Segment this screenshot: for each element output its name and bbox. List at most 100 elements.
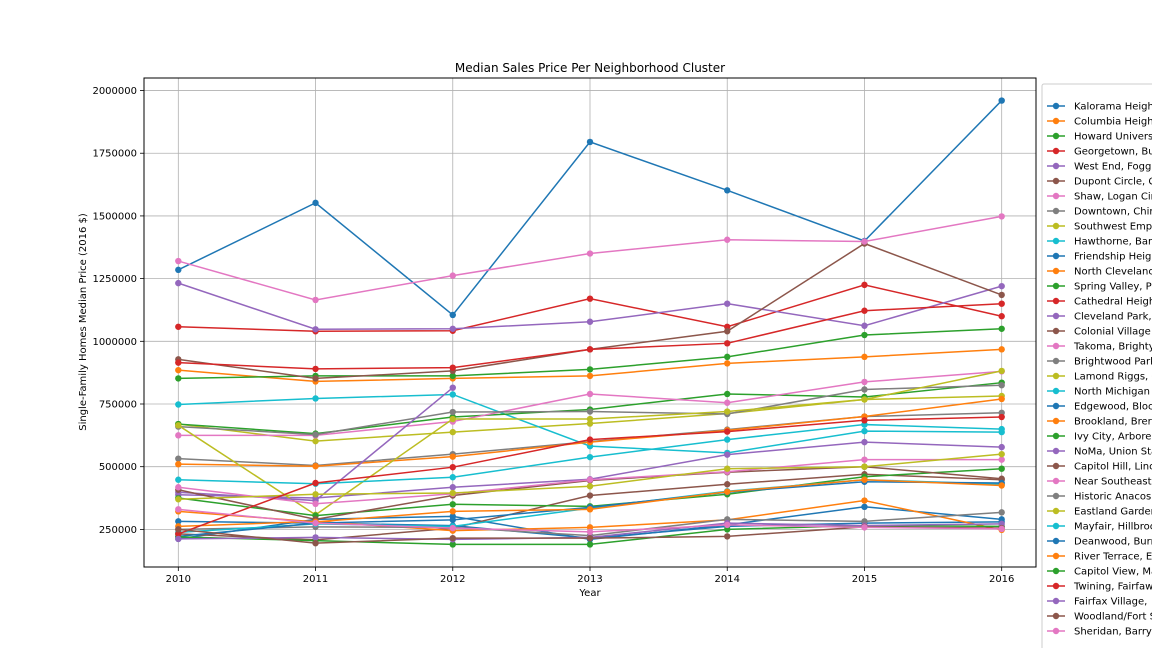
data-point <box>724 481 731 488</box>
legend-label: Woodland/Fort S <box>1074 612 1152 623</box>
data-point <box>724 353 731 361</box>
legend-marker <box>1052 402 1060 410</box>
data-point <box>449 541 456 548</box>
legend-item: Twining, Fairfaw <box>1047 582 1152 593</box>
data-point <box>312 437 319 445</box>
data-point <box>586 408 594 415</box>
series-group <box>175 279 1005 333</box>
data-point <box>724 488 731 495</box>
data-point <box>586 453 594 461</box>
legend-item: Brookland, Brer <box>1047 417 1152 428</box>
data-point <box>586 390 594 398</box>
legend-label: Friendship Heig <box>1074 252 1151 263</box>
y-tick-label: 2000000 <box>92 86 137 97</box>
series-group <box>175 506 1005 536</box>
data-point <box>175 401 182 408</box>
data-point <box>724 451 731 458</box>
data-point <box>861 307 868 314</box>
data-point <box>998 509 1005 516</box>
legend-label: Eastland Garder <box>1074 507 1152 518</box>
legend-label: Ivy City, Arbore <box>1074 432 1151 443</box>
data-point <box>449 474 456 481</box>
data-point <box>861 524 868 531</box>
data-point <box>449 391 456 398</box>
data-point <box>449 325 456 332</box>
data-point <box>998 465 1005 472</box>
legend-label: Colonial Village <box>1074 327 1151 338</box>
data-point <box>861 427 868 435</box>
grid <box>144 78 1036 567</box>
data-point <box>586 346 594 353</box>
data-point <box>175 506 182 513</box>
data-point <box>586 534 594 542</box>
data-point <box>998 525 1005 533</box>
data-point <box>175 375 182 382</box>
x-tick-label: 2015 <box>852 574 877 585</box>
data-point <box>861 281 868 289</box>
data-point <box>449 408 456 416</box>
legend-label: Twining, Fairfaw <box>1073 582 1152 593</box>
data-point <box>998 367 1005 375</box>
data-point <box>861 463 868 470</box>
data-point <box>861 497 868 504</box>
legend-marker <box>1052 522 1060 530</box>
legend-label: Deanwood, Burr <box>1074 537 1152 548</box>
data-point <box>175 518 182 525</box>
legend-item: North Michigan <box>1047 387 1150 398</box>
legend-label: Howard Univers <box>1074 132 1152 143</box>
y-tick-label: 1250000 <box>92 274 137 285</box>
legend-item: Eastland Garder <box>1047 507 1152 518</box>
data-point <box>175 266 182 274</box>
legend-label: Cleveland Park, <box>1074 312 1152 323</box>
legend-marker <box>1052 567 1060 575</box>
data-point <box>312 199 319 207</box>
legend-item: Ivy City, Arbore <box>1047 432 1151 443</box>
data-point <box>724 323 731 330</box>
data-point <box>586 138 594 146</box>
series-group <box>175 381 1005 438</box>
legend-marker <box>1052 342 1060 350</box>
legend-item: Cathedral Heigh <box>1047 297 1152 308</box>
legend-label: Historic Anacos <box>1074 492 1151 503</box>
x-tick-label: 2016 <box>989 574 1014 585</box>
legend-item: Mayfair, Hillbroc <box>1047 522 1152 533</box>
legend-marker <box>1052 447 1060 455</box>
legend-item: West End, Fogg <box>1047 162 1151 173</box>
legend-item: Georgetown, Bu <box>1047 147 1152 158</box>
legend-marker <box>1052 492 1060 500</box>
legend-item: North Clevelanc <box>1047 267 1152 278</box>
legend-label: Columbia Heigh <box>1074 117 1152 128</box>
legend-marker <box>1052 147 1060 155</box>
legend-marker <box>1052 462 1060 470</box>
data-point <box>449 428 456 436</box>
legend-item: Hawthorne, Bar <box>1047 237 1152 248</box>
legend-marker <box>1052 132 1060 140</box>
data-point <box>449 516 456 524</box>
legend-label: NoMa, Union Sta <box>1074 447 1152 458</box>
data-point <box>449 501 456 508</box>
legend-label: Brightwood Park <box>1074 357 1152 368</box>
data-point <box>175 359 182 366</box>
chart-title: Median Sales Price Per Neighborhood Clus… <box>455 61 725 75</box>
legend-marker <box>1052 597 1060 605</box>
data-point <box>175 535 182 543</box>
data-point <box>449 384 456 391</box>
legend-item: Columbia Heigh <box>1047 117 1152 128</box>
legend-marker <box>1052 312 1060 320</box>
legend-item: Historic Anacos <box>1047 492 1151 503</box>
data-point <box>724 408 731 415</box>
data-point <box>861 322 868 329</box>
data-point <box>449 372 456 380</box>
legend-item: Near Southeast <box>1047 477 1152 488</box>
legend-marker <box>1052 102 1060 110</box>
data-point <box>449 453 456 460</box>
data-point <box>998 300 1005 307</box>
legend-label: Downtown, Chir <box>1074 207 1152 218</box>
legend-item: Cleveland Park, <box>1047 312 1152 323</box>
data-point <box>175 460 182 468</box>
data-point <box>998 291 1005 299</box>
legend-marker <box>1052 612 1060 620</box>
data-point <box>861 378 868 386</box>
data-point <box>861 456 868 463</box>
